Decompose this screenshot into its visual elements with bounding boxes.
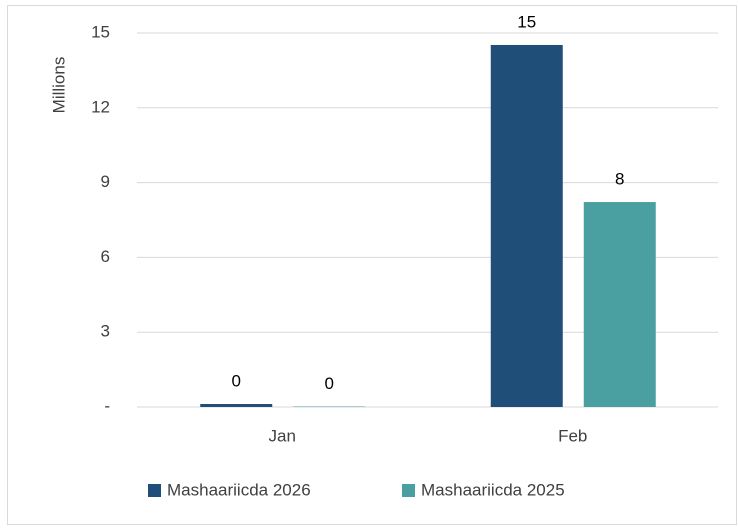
bar (584, 202, 656, 407)
x-tick-label: Feb (558, 426, 587, 445)
legend-label: Mashaariicda 2026 (167, 480, 311, 499)
legend-swatch (402, 484, 415, 497)
y-tick-label: 3 (101, 322, 110, 341)
bar (200, 404, 272, 407)
data-label: 8 (615, 170, 624, 189)
y-axis-label: Millions (49, 57, 68, 114)
y-tick-label: 6 (101, 247, 110, 266)
legend-label: Mashaariicda 2025 (421, 480, 565, 499)
y-tick-label: 12 (91, 97, 110, 116)
data-label: 15 (517, 12, 536, 31)
data-label: 0 (325, 374, 334, 393)
y-tick-label: 9 (101, 172, 110, 191)
x-tick-label: Jan (269, 426, 296, 445)
bar (491, 45, 563, 407)
data-label: 0 (232, 371, 241, 390)
legend-swatch (148, 484, 161, 497)
y-tick-label: - (104, 396, 110, 415)
y-tick-label: 15 (91, 22, 110, 41)
